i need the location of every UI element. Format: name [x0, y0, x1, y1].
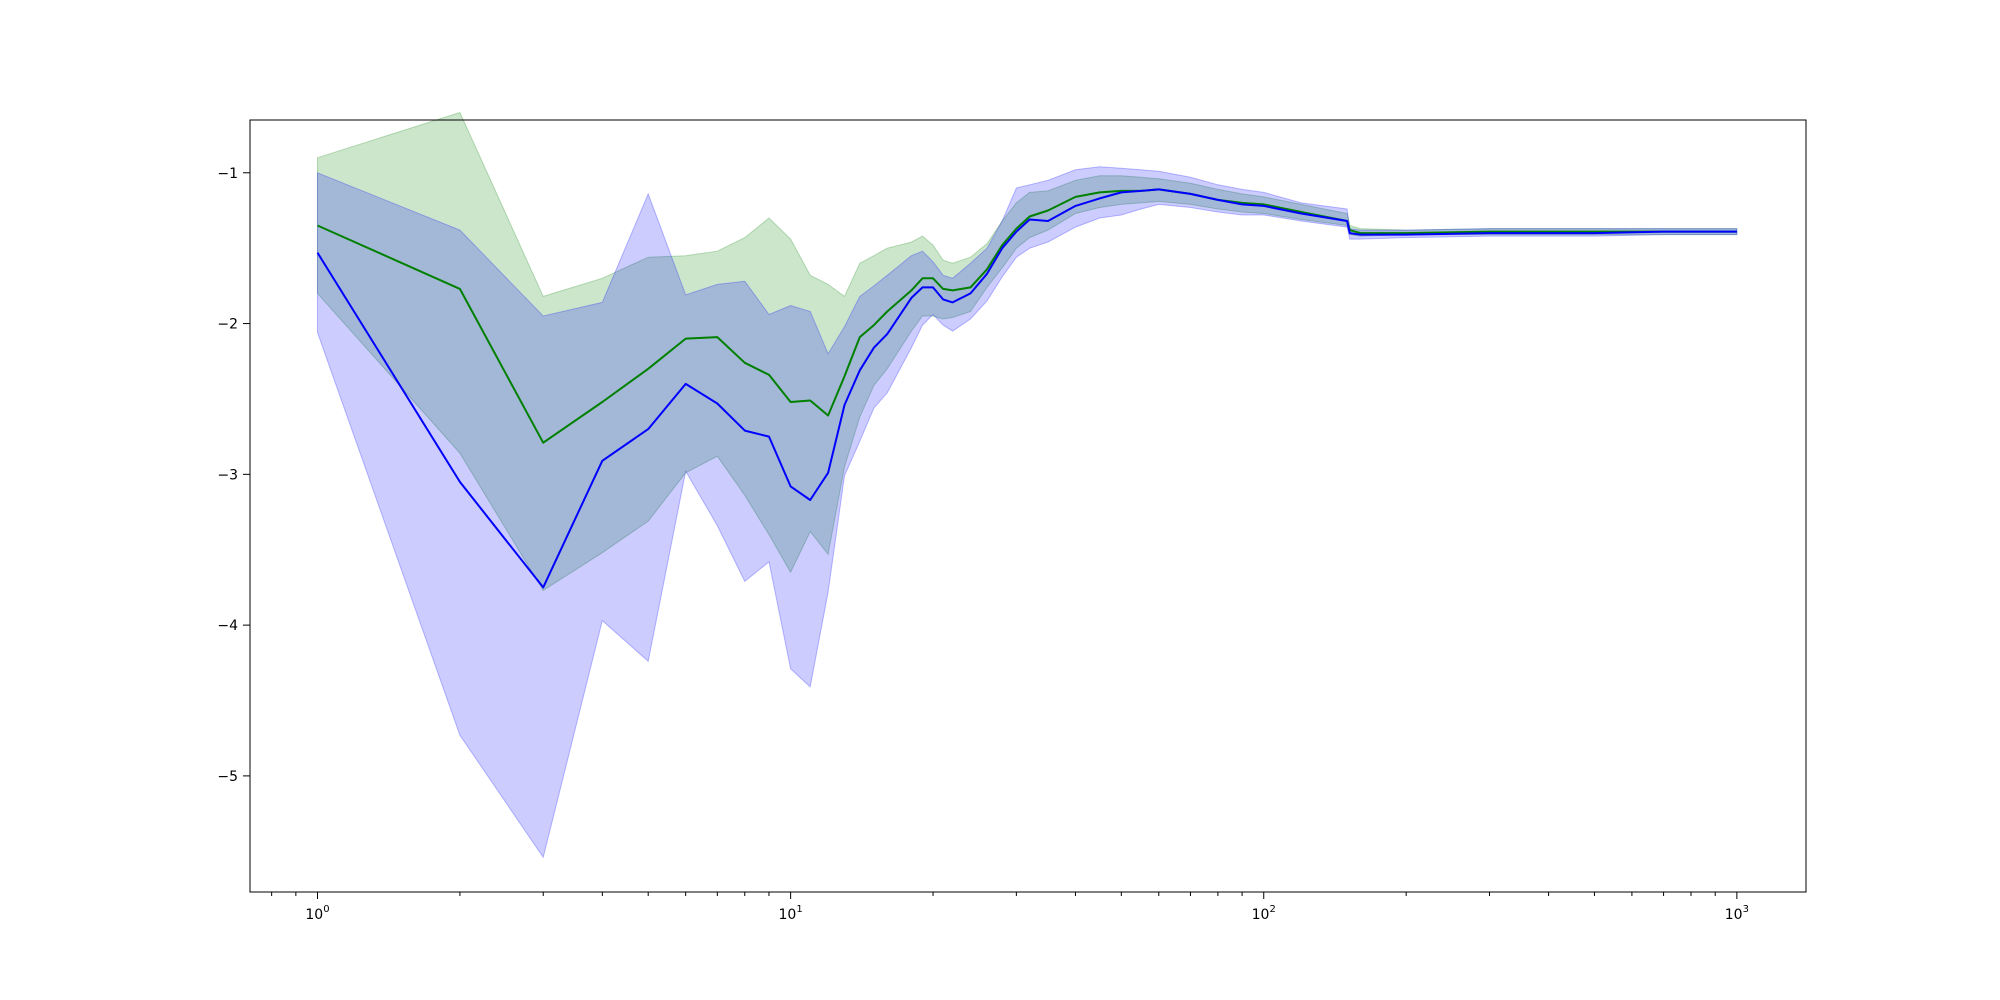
- series-1-band: [317, 111, 1738, 592]
- x-tick-label: 102: [1252, 904, 1276, 923]
- y-axis: −1 −2 −3 −4 −5: [217, 166, 250, 785]
- series-2-band: [317, 166, 1738, 859]
- y-tick-label: −3: [217, 467, 238, 483]
- plot-frame: [249, 119, 1807, 893]
- x-axis: 100 101 102 103: [271, 892, 1749, 923]
- confidence-bands: [317, 111, 1738, 859]
- x-tick-label: 100: [305, 904, 329, 923]
- series-2-line: [316, 188, 1737, 589]
- y-tick-label: −1: [217, 166, 238, 182]
- y-tick-label: −5: [217, 769, 238, 785]
- x-tick-label: 103: [1725, 904, 1749, 923]
- series-lines: [316, 188, 1737, 589]
- y-tick-label: −4: [217, 618, 238, 634]
- x-tick-label: 101: [779, 904, 803, 923]
- y-tick-label: −2: [217, 317, 238, 333]
